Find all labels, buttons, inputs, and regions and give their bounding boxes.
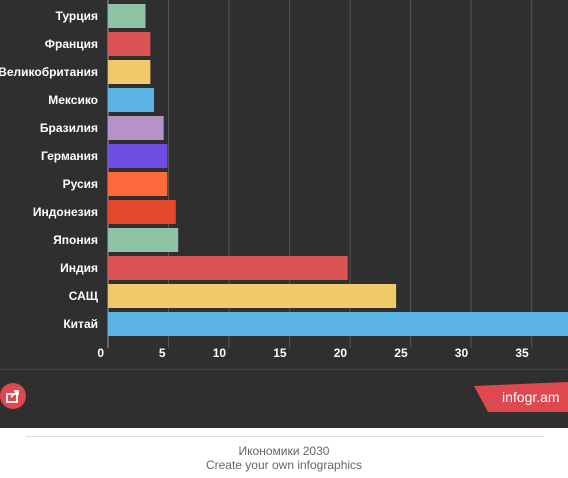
create-infographics-link[interactable]: Create your own infographics: [205, 458, 363, 472]
bar[interactable]: [108, 284, 397, 308]
share-icon: [6, 390, 19, 403]
bar[interactable]: [108, 88, 154, 112]
category-label: Мексико: [48, 93, 98, 107]
category-label: САЩ: [69, 289, 99, 303]
category-label: Бразилия: [40, 121, 98, 135]
brand-badge[interactable]: infogr.am: [474, 382, 568, 412]
x-tick-label: 10: [213, 346, 227, 360]
bar[interactable]: [108, 312, 568, 336]
category-label: Индонезия: [33, 205, 98, 219]
brand-label: infogr.am: [502, 389, 560, 405]
x-tick-label: 25: [394, 346, 408, 360]
grid-layer: [107, 0, 533, 348]
bar-chart: Турция Франция Великобритания Мексико Бразил…: [0, 0, 568, 360]
bar[interactable]: [108, 228, 179, 252]
category-label: Китай: [63, 317, 98, 331]
category-labels: Турция Франция Великобритания Мексико Бразил…: [0, 9, 99, 331]
category-label: Великобритания: [0, 65, 98, 79]
bar-layer: [108, 4, 568, 336]
bar[interactable]: [108, 60, 151, 84]
footer-title: Икономики 2030: [238, 444, 330, 458]
category-label: Германия: [41, 149, 98, 163]
bar[interactable]: [108, 256, 348, 280]
chart-panel: Турция Франция Великобритания Мексико Бразил…: [0, 0, 568, 428]
bar[interactable]: [108, 4, 146, 28]
divider: [0, 369, 568, 370]
x-tick-label: 30: [455, 346, 469, 360]
x-tick-label: 5: [159, 346, 166, 360]
x-axis-ticks: 0 5 10 15 20 25 30 35: [97, 346, 529, 360]
x-tick-label: 20: [334, 346, 348, 360]
bar[interactable]: [108, 32, 151, 56]
bar[interactable]: [108, 200, 176, 224]
category-label: Франция: [45, 37, 98, 51]
category-label: Индия: [60, 261, 98, 275]
category-label: Турция: [56, 9, 98, 23]
bar[interactable]: [108, 116, 164, 140]
category-label: Русия: [63, 177, 98, 191]
footer-divider: [26, 436, 544, 437]
x-tick-label: 35: [515, 346, 529, 360]
brand-badge-shape: [474, 382, 568, 412]
x-tick-label: 15: [273, 346, 287, 360]
category-label: Япония: [53, 233, 98, 247]
share-button[interactable]: [0, 383, 26, 409]
x-tick-label: 0: [97, 346, 104, 360]
bar[interactable]: [108, 144, 168, 168]
bar[interactable]: [108, 172, 168, 196]
